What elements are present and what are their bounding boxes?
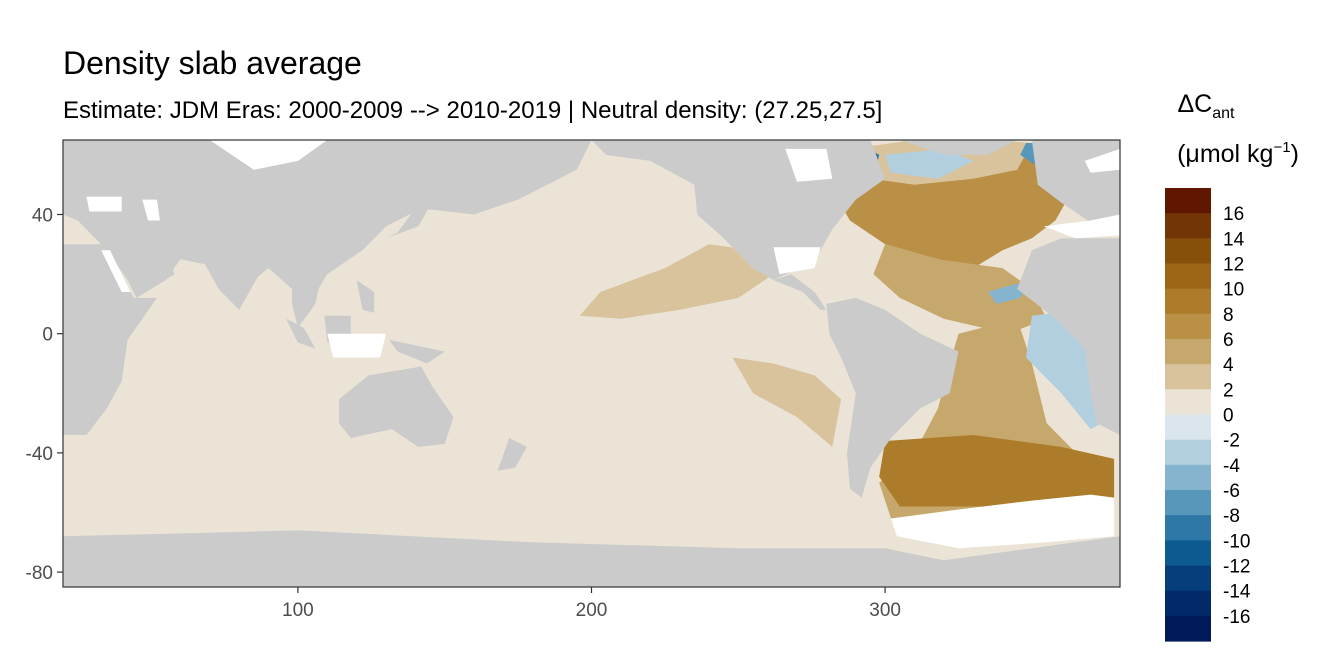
region-subpolar-blue-wedge <box>885 148 974 179</box>
nodata-weddell-sea-gap <box>891 494 1115 549</box>
legend-label: 8 <box>1223 305 1234 326</box>
region-eastern-pacific <box>732 357 842 447</box>
legend-bin <box>1165 540 1211 567</box>
legend-bin <box>1165 288 1211 315</box>
legend-label: -16 <box>1223 607 1250 628</box>
legend-bin <box>1165 339 1211 365</box>
legend-label: -4 <box>1223 456 1240 477</box>
y-tick-label: -40 <box>26 444 53 465</box>
legend-bin <box>1165 238 1211 265</box>
legend-unit-prefix: (μmol kg <box>1177 140 1273 168</box>
nodata-indonesian-gap <box>327 333 386 358</box>
land-antarctica <box>63 530 1120 587</box>
legend-title-main: ΔC <box>1177 90 1212 118</box>
nodata-black-sea-gap <box>86 196 122 212</box>
legend-bin <box>1165 439 1211 466</box>
legend-bin <box>1165 464 1211 491</box>
legend-unit-suffix: ) <box>1291 140 1299 168</box>
legend-bin <box>1165 213 1211 239</box>
legend: ΔCant (μmol kg−1) 16 14 12 10 8 6 4 2 0 -2 -4 -6 -8 -… <box>1165 90 1299 642</box>
land-greenland <box>899 140 1018 155</box>
land-sumatra <box>286 318 316 349</box>
x-tick-label: 200 <box>576 600 608 621</box>
legend-bin <box>1165 515 1211 541</box>
nodata-red-sea-gap <box>101 250 131 292</box>
legend-title-sub: ant <box>1212 105 1235 122</box>
region-cross-pacific-band <box>579 244 774 319</box>
nodata-arctic-gap-west <box>209 140 328 170</box>
land-central-america <box>773 274 827 310</box>
legend-bin <box>1165 490 1211 516</box>
legend-bin <box>1165 364 1211 390</box>
legend-label: 0 <box>1223 406 1234 427</box>
x-tick-label: 300 <box>869 600 901 621</box>
legend-unit-sup: −1 <box>1273 139 1290 156</box>
legend-label: 6 <box>1223 330 1234 351</box>
y-tick-label: 40 <box>32 206 53 227</box>
chart-title: Density slab average <box>63 45 362 81</box>
legend-label: 4 <box>1223 355 1234 376</box>
legend-bin <box>1165 389 1211 416</box>
land-africa <box>63 244 157 435</box>
legend-label: -8 <box>1223 506 1240 527</box>
nodata-baltic-gap <box>1084 148 1120 173</box>
nodata-hudson-gap <box>785 148 833 182</box>
y-tick-label: -80 <box>26 563 53 584</box>
land-japan <box>386 205 430 239</box>
nodata-caspian-gap <box>142 199 160 221</box>
legend-bin <box>1165 414 1211 441</box>
region-atlantic-tropical <box>873 244 1047 334</box>
land-south-america <box>826 297 959 498</box>
legend-label: 14 <box>1223 229 1245 250</box>
legend-label: -6 <box>1223 481 1240 502</box>
legend-label: 12 <box>1223 255 1244 276</box>
legend-label: 10 <box>1223 280 1244 301</box>
legend-label: -14 <box>1223 582 1251 603</box>
legend-label: -2 <box>1223 431 1240 452</box>
region-southern-atlantic-band <box>879 435 1115 507</box>
land-africa-east-edge <box>1017 238 1120 435</box>
legend-label: 2 <box>1223 380 1234 401</box>
land-southeast-asia <box>292 274 322 328</box>
legend-label: -10 <box>1223 531 1250 552</box>
land-india <box>203 262 263 310</box>
land-arabia <box>107 250 175 298</box>
legend-unit: (μmol kg−1) <box>1177 139 1299 168</box>
legend-label: -12 <box>1223 557 1250 578</box>
legend-label: 16 <box>1223 204 1244 225</box>
chart-subtitle: Estimate: JDM Eras: 2000-2009 --> 2010-2… <box>63 97 882 124</box>
land-australia <box>339 366 454 447</box>
map-panel <box>62 139 1121 588</box>
legend-bin <box>1165 263 1211 290</box>
y-tick-label: 0 <box>42 325 53 346</box>
nodata-gulf-of-mexico-gap <box>773 247 821 275</box>
land-philippines <box>356 280 375 313</box>
legend-bin <box>1165 313 1211 340</box>
legend-bin <box>1165 615 1211 642</box>
land-new-guinea <box>388 339 445 364</box>
x-tick-label: 100 <box>282 600 314 621</box>
nodata-mediterranean-gap <box>1043 214 1120 239</box>
legend-bin <box>1165 590 1211 617</box>
land-eurasia <box>63 140 592 304</box>
legend-bin <box>1165 565 1211 592</box>
land-new-zealand <box>497 438 527 471</box>
legend-bin <box>1165 188 1211 214</box>
legend-title: ΔCant <box>1177 90 1235 122</box>
